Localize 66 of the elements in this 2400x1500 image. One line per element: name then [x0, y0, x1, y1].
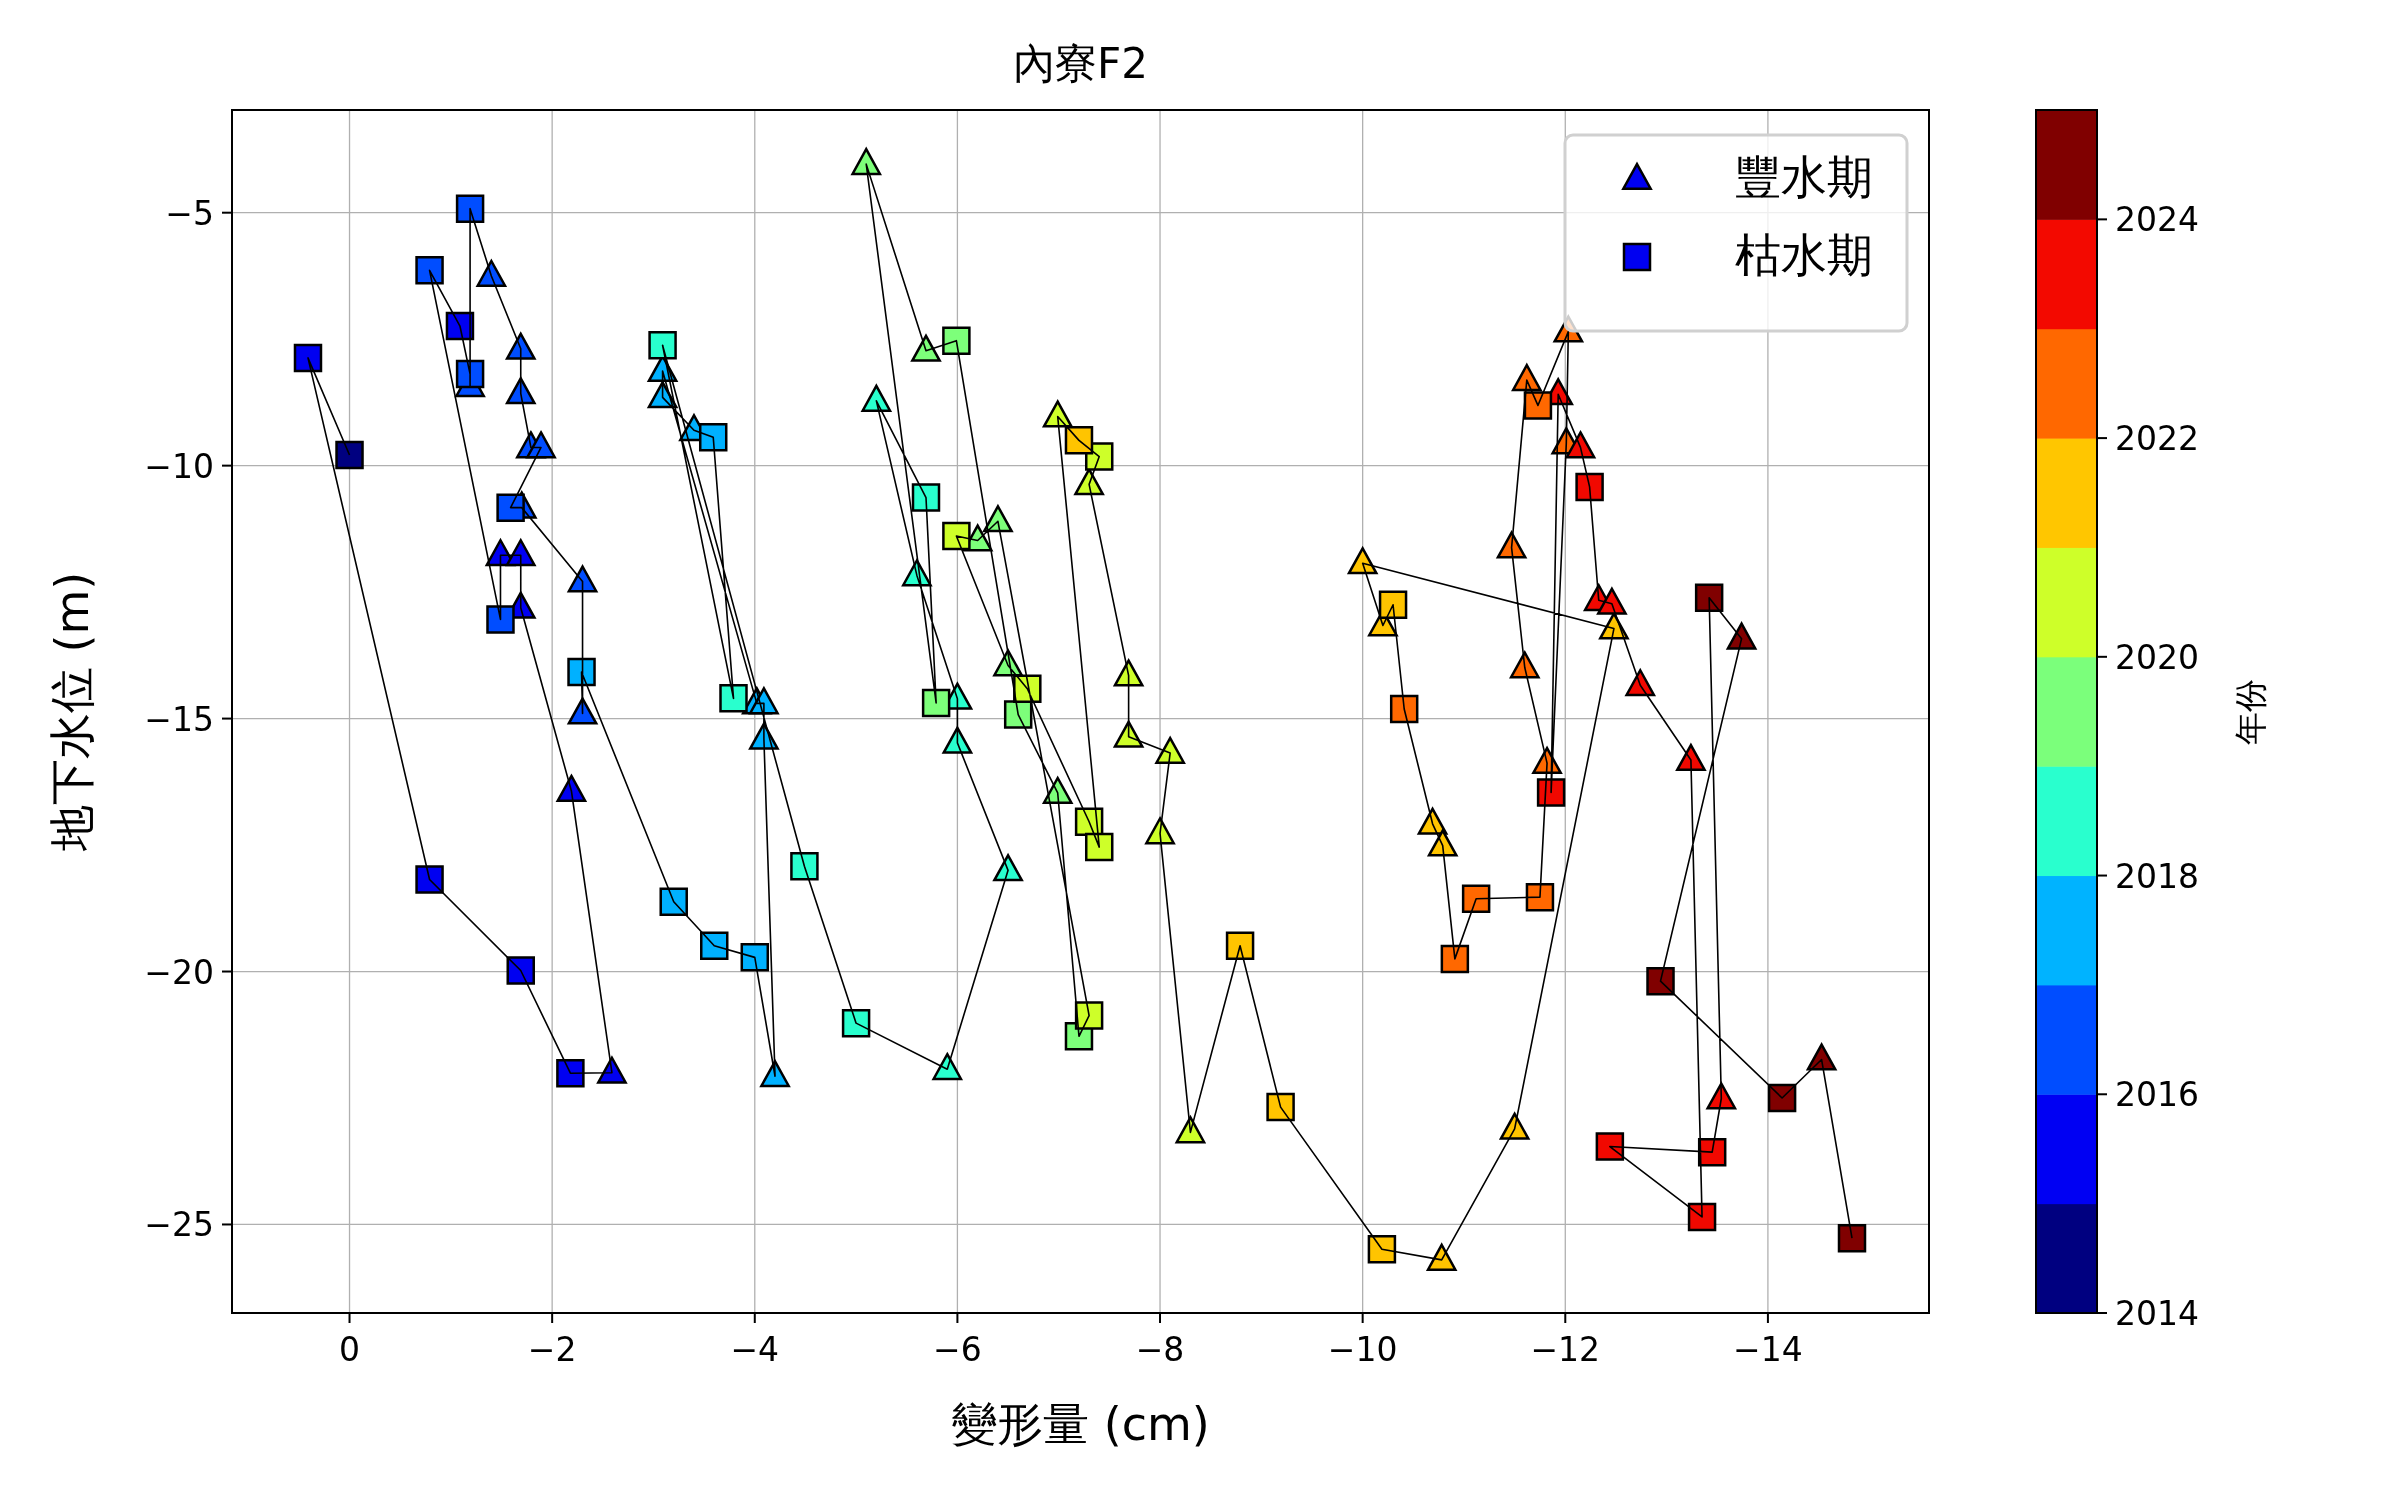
point: [293, 343, 323, 373]
y-tick-label: −15: [144, 699, 214, 739]
point: [1525, 882, 1555, 912]
x-tick-label: −4: [730, 1330, 780, 1369]
point: [659, 887, 688, 916]
point: [1084, 832, 1114, 862]
point: [942, 326, 971, 355]
y-axis-title: 地下水位 (m): [45, 571, 99, 853]
point: [719, 684, 748, 713]
point: [335, 440, 364, 470]
color-bar-label: 2022: [2115, 419, 2199, 459]
point: [1767, 1083, 1797, 1113]
point: [1225, 931, 1255, 960]
y-tick-label: −10: [144, 446, 214, 486]
point: [556, 1058, 585, 1088]
x-tick-label: −6: [933, 1330, 982, 1369]
point: [1367, 1235, 1397, 1264]
point: [1266, 1092, 1295, 1122]
x-axis-title: 變形量 (cm): [951, 1397, 1210, 1451]
point: [1461, 884, 1491, 913]
point: [700, 931, 729, 960]
chart-title: 內寮F2: [1013, 39, 1148, 88]
point: [506, 956, 535, 985]
y-tick-label: −20: [144, 952, 214, 992]
point: [1575, 472, 1604, 502]
point: [1837, 1223, 1867, 1253]
point: [567, 657, 596, 687]
point: [921, 688, 951, 718]
color-bar-title: 年份: [2231, 678, 2270, 745]
point: [1687, 1202, 1717, 1232]
color-bar-label: 2016: [2115, 1075, 2199, 1115]
x-tick-label: −14: [1733, 1330, 1803, 1369]
color-bar-label: 2018: [2115, 856, 2199, 896]
point: [942, 521, 971, 551]
point: [841, 1008, 871, 1038]
point: [911, 483, 941, 512]
legend-label: 枯水期: [1735, 228, 1873, 282]
color-bar-label: 2020: [2115, 637, 2199, 677]
point: [496, 493, 525, 522]
point: [1389, 694, 1419, 724]
x-tick-label: −10: [1327, 1330, 1398, 1369]
point: [790, 852, 819, 881]
y-tick-label: −25: [144, 1205, 214, 1245]
color-bar-label: 2024: [2115, 200, 2199, 240]
point: [1440, 944, 1470, 974]
x-tick-label: −12: [1530, 1330, 1601, 1369]
color-bar-label: 2014: [2115, 1294, 2199, 1333]
x-tick-label: −2: [527, 1330, 577, 1369]
point: [1595, 1132, 1625, 1161]
colorbar: 2014 2016 2018 2020 2022 2024 年份: [2035, 109, 2270, 1333]
point: [455, 194, 485, 223]
point: [1646, 966, 1675, 996]
point: [1064, 426, 1094, 455]
point: [648, 330, 677, 360]
legend-label: 豐水期: [1735, 150, 1873, 204]
x-tick-label: 0: [339, 1330, 361, 1369]
point: [1378, 590, 1408, 620]
point: [486, 605, 515, 634]
x-tick-label: −8: [1135, 1330, 1185, 1369]
point: [415, 256, 444, 285]
point: [1694, 583, 1724, 612]
point: [698, 423, 728, 452]
y-tick-label: −5: [165, 193, 214, 233]
point: [1523, 391, 1553, 420]
point: [415, 865, 444, 894]
point: [740, 943, 770, 972]
